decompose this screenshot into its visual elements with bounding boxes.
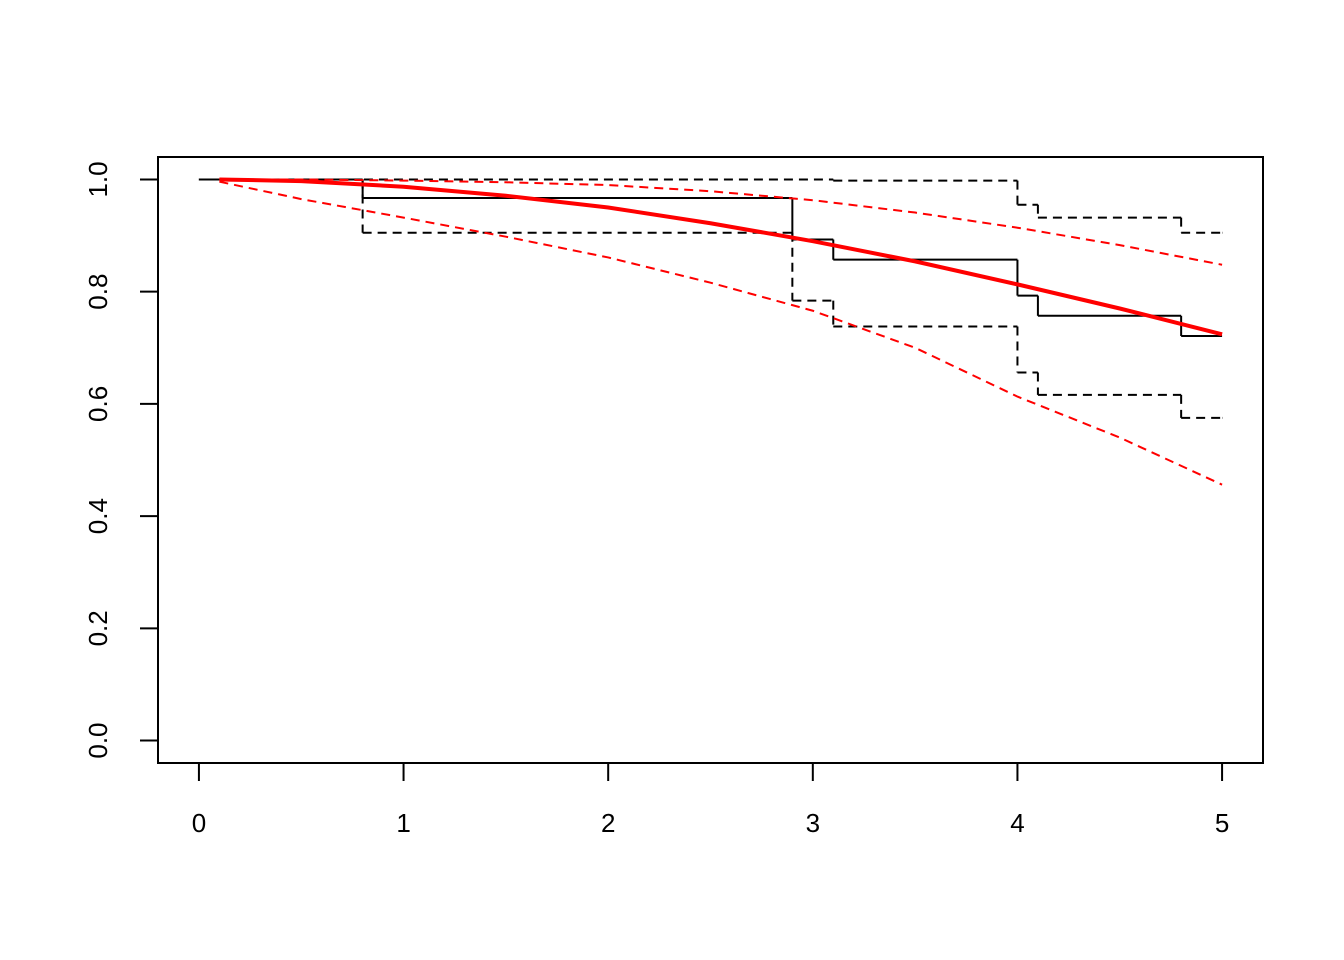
x-tick-label: 3 <box>806 808 820 838</box>
x-tick-label: 4 <box>1010 808 1024 838</box>
y-tick-label: 0.4 <box>83 498 113 534</box>
plot-frame <box>157 156 1264 764</box>
y-tick-label: 0.6 <box>83 386 113 422</box>
y-tick-label: 0.0 <box>83 722 113 758</box>
x-tick-label: 1 <box>396 808 410 838</box>
curve <box>219 180 1223 486</box>
y-tick-label: 0.8 <box>83 274 113 310</box>
y-tick-label: 0.2 <box>83 610 113 646</box>
x-tick-label: 5 <box>1215 808 1229 838</box>
y-tick-label: 1.0 <box>83 161 113 197</box>
curve <box>219 177 1223 337</box>
x-tick-label: 0 <box>192 808 206 838</box>
x-tick-label: 2 <box>601 808 615 838</box>
curve <box>219 178 1223 266</box>
